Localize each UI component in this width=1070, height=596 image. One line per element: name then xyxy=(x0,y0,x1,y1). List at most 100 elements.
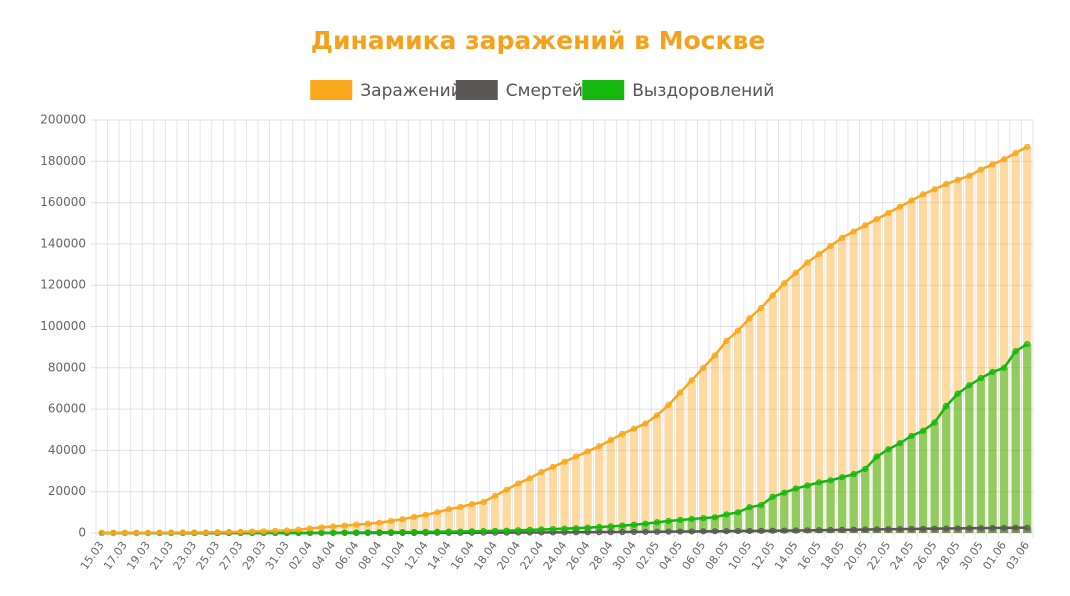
point xyxy=(619,522,626,529)
point xyxy=(249,528,256,535)
point xyxy=(480,498,487,506)
y-tick-label: 60000 xyxy=(48,402,86,416)
x-tick-label: 06.05 xyxy=(680,539,709,572)
bar xyxy=(352,524,361,533)
point xyxy=(596,443,603,450)
point xyxy=(954,525,961,532)
point xyxy=(364,520,371,527)
point xyxy=(665,517,672,525)
bar xyxy=(641,523,650,533)
bar xyxy=(733,330,743,533)
point xyxy=(1012,149,1019,157)
point xyxy=(1024,340,1031,348)
bar xyxy=(421,514,430,533)
point xyxy=(202,529,209,536)
point xyxy=(734,527,742,535)
point xyxy=(1012,524,1019,531)
x-tick-label: 25.03 xyxy=(194,539,223,572)
x-tick-label: 26.05 xyxy=(911,539,940,572)
point xyxy=(642,420,649,427)
point xyxy=(758,502,765,509)
point xyxy=(341,529,348,536)
x-tick-label: 17.03 xyxy=(101,539,130,572)
legend-swatch xyxy=(582,80,625,100)
bar xyxy=(606,440,615,533)
point xyxy=(711,528,718,535)
point xyxy=(839,526,846,533)
point xyxy=(781,280,788,287)
point xyxy=(677,516,684,524)
point xyxy=(491,527,499,535)
point xyxy=(642,528,649,535)
bar xyxy=(710,355,720,533)
point xyxy=(619,528,626,536)
bar xyxy=(965,385,974,533)
bar xyxy=(525,478,534,533)
point xyxy=(607,523,614,530)
point xyxy=(526,526,533,534)
point xyxy=(283,527,290,534)
point xyxy=(839,234,846,241)
point xyxy=(110,529,117,537)
bar xyxy=(930,422,939,533)
point xyxy=(653,528,661,535)
point xyxy=(908,197,915,204)
point xyxy=(630,521,638,528)
x-tick-label: 24.05 xyxy=(888,539,917,572)
point xyxy=(584,448,591,455)
bar xyxy=(826,245,835,533)
point xyxy=(607,528,614,536)
point xyxy=(723,528,730,535)
point xyxy=(422,511,429,518)
bar xyxy=(502,489,511,533)
point xyxy=(804,259,811,266)
x-tick-label: 22.04 xyxy=(518,539,547,572)
point xyxy=(1024,524,1031,531)
point xyxy=(989,524,996,532)
point xyxy=(1000,364,1008,371)
point xyxy=(515,527,522,534)
point xyxy=(688,377,695,384)
point xyxy=(885,446,892,453)
bar xyxy=(884,212,893,534)
x-tick-label: 24.04 xyxy=(541,539,570,572)
bar xyxy=(687,380,696,533)
point xyxy=(908,432,915,440)
x-tick-label: 20.05 xyxy=(841,539,870,572)
point xyxy=(977,166,985,173)
bar xyxy=(433,512,442,533)
bar xyxy=(548,466,558,533)
point xyxy=(839,474,846,481)
point xyxy=(191,529,198,536)
bar xyxy=(398,519,407,533)
point xyxy=(908,525,915,533)
bar xyxy=(826,480,835,533)
point xyxy=(445,506,452,513)
x-tick-label: 04.04 xyxy=(309,539,338,572)
y-tick-label: 180000 xyxy=(40,154,86,168)
x-tick-label: 20.04 xyxy=(494,539,523,572)
point xyxy=(387,529,395,536)
x-tick-label: 02.05 xyxy=(633,539,662,572)
point xyxy=(549,463,557,471)
x-tick-label: 28.04 xyxy=(587,539,616,572)
y-tick-label: 40000 xyxy=(48,443,86,457)
bar xyxy=(467,504,477,533)
point xyxy=(353,521,360,528)
point xyxy=(260,528,267,535)
x-tick-label: 30.05 xyxy=(957,539,986,572)
point xyxy=(943,525,950,532)
point xyxy=(792,269,799,276)
bar xyxy=(1023,344,1032,533)
bar xyxy=(965,175,974,533)
point xyxy=(399,516,406,523)
bar xyxy=(872,456,881,533)
x-tick-label: 03.06 xyxy=(1003,539,1032,572)
bar xyxy=(479,502,488,533)
point xyxy=(353,529,360,536)
point xyxy=(758,527,765,534)
bar xyxy=(872,219,881,533)
point xyxy=(734,327,742,334)
bar xyxy=(722,340,731,533)
point xyxy=(711,514,718,521)
